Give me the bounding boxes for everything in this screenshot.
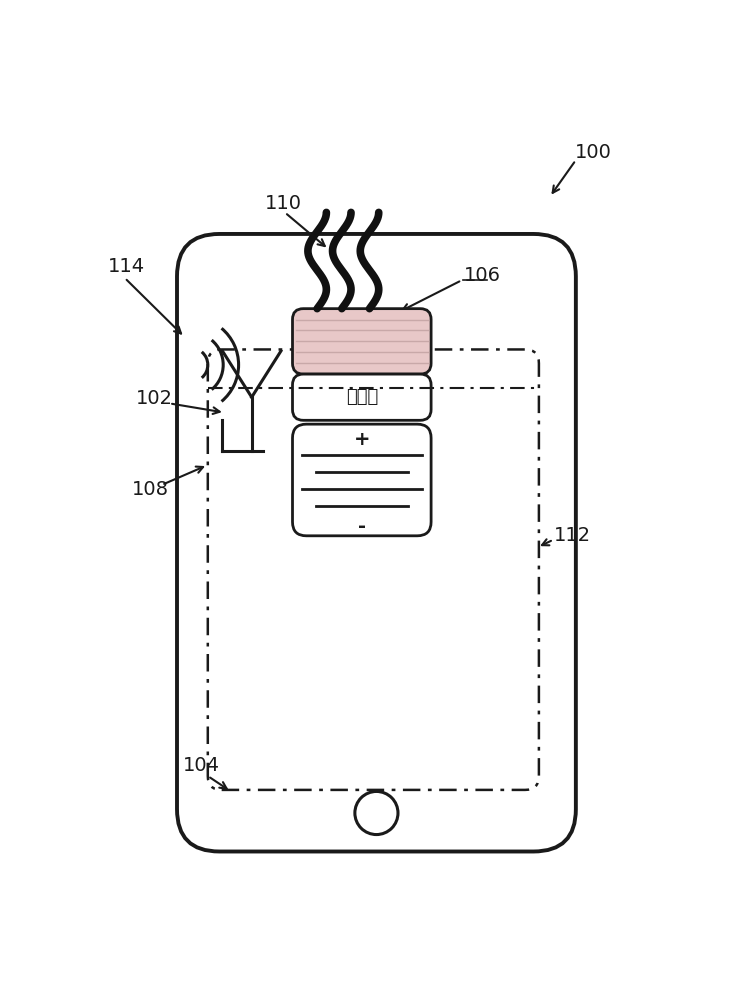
Text: -: - xyxy=(358,517,366,536)
FancyBboxPatch shape xyxy=(292,424,431,536)
Text: 100: 100 xyxy=(575,143,612,162)
Text: 106: 106 xyxy=(464,266,500,285)
Text: 散热器: 散热器 xyxy=(346,388,378,406)
FancyBboxPatch shape xyxy=(292,309,431,374)
Text: 112: 112 xyxy=(554,526,592,545)
Text: 110: 110 xyxy=(265,194,302,213)
Text: +: + xyxy=(353,430,370,449)
Text: 104: 104 xyxy=(183,756,219,775)
Text: 108: 108 xyxy=(132,480,169,499)
Circle shape xyxy=(355,791,398,835)
Text: 114: 114 xyxy=(107,257,145,276)
FancyBboxPatch shape xyxy=(292,374,431,420)
Text: 102: 102 xyxy=(136,389,173,408)
FancyBboxPatch shape xyxy=(177,234,576,852)
